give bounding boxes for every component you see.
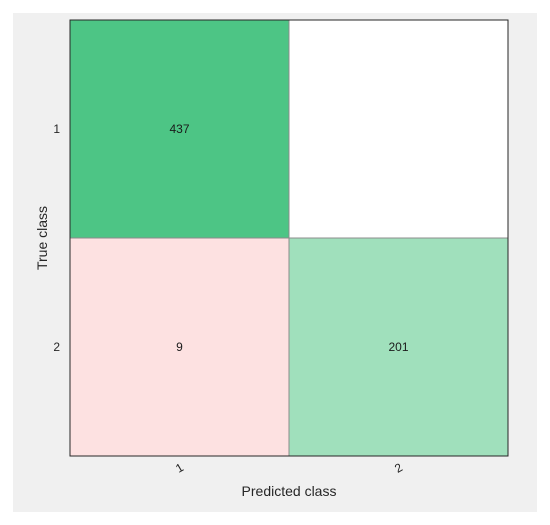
x-axis-label: Predicted class — [242, 483, 337, 499]
grid-lines — [69, 19, 509, 457]
x-tick-label-2: 2 — [392, 460, 405, 476]
y-tick-label-1: 1 — [53, 122, 60, 136]
figure-background: 437 9 201 1 2 1 2 Predicted class True class — [13, 13, 537, 512]
cell-value-r2-c2: 201 — [388, 340, 408, 354]
y-tick-label-2: 2 — [53, 340, 60, 354]
cell-value-r2-c1: 9 — [176, 340, 183, 354]
plot-border — [69, 19, 509, 457]
cell-r2-c1 — [70, 238, 289, 456]
confusion-matrix-chart: 437 9 201 1 2 1 2 Predicted class True class — [34, 19, 509, 499]
y-axis-label: True class — [34, 206, 50, 270]
x-tick-label-1: 1 — [173, 460, 186, 476]
cells-layer — [70, 20, 508, 456]
cell-r1-c1 — [70, 20, 289, 238]
cell-r2-c2 — [289, 238, 508, 456]
cell-labels: 437 9 201 — [169, 122, 408, 354]
cell-value-r1-c1: 437 — [169, 122, 189, 136]
cell-r1-c2 — [289, 20, 508, 238]
